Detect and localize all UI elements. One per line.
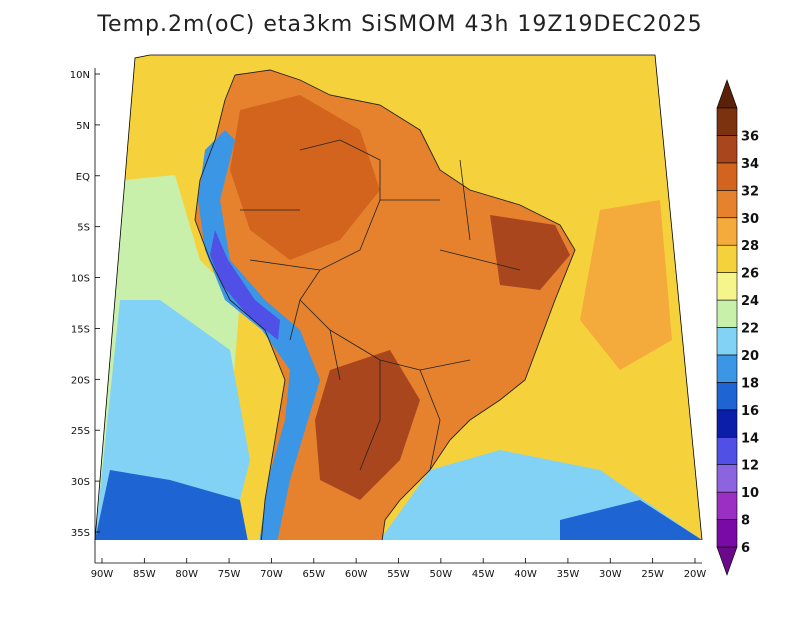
lon-label: 75W [218, 569, 241, 580]
lat-label: 10S [71, 274, 90, 285]
lat-label: EQ [76, 172, 90, 183]
map-frame [94, 54, 703, 541]
lon-label: 65W [302, 569, 325, 580]
colorbar-label: 32 [741, 184, 759, 199]
south-america-land [195, 70, 575, 540]
brazil-border [299, 139, 441, 471]
lat-label: 35S [71, 528, 90, 539]
colorbar-label: 28 [741, 239, 759, 254]
colorbar-label: 14 [741, 431, 759, 446]
inner-borders [240, 159, 521, 471]
colorbar: 6 8 10 12 14 16 18 20 22 24 26 28 30 32 34 36 [716, 79, 759, 576]
colorbar-segment [716, 135, 738, 164]
northeast-hot-zone [490, 215, 570, 290]
lon-label: 50W [430, 569, 453, 580]
map-title: Temp.2m(oC) eta3km SiSMOM 43h 19Z19DEC20… [97, 12, 703, 37]
colorbar-segment [716, 491, 738, 520]
colorbar-segment [716, 436, 738, 465]
colorbar-label: 18 [741, 376, 759, 391]
andes-coldest-band [210, 230, 280, 340]
lon-label: 40W [514, 569, 537, 580]
lat-label: 10N [70, 70, 90, 81]
colorbar-label: 22 [741, 322, 759, 337]
colorbar-segment [716, 217, 738, 246]
colorbar-label: 20 [741, 349, 759, 364]
colorbar-label: 30 [741, 212, 759, 227]
lon-label: 35W [557, 569, 580, 580]
colorbar-label: 26 [741, 267, 759, 282]
lon-label: 80W [175, 569, 198, 580]
lat-label: 15S [71, 324, 90, 335]
colorbar-label: 8 [741, 514, 750, 529]
lat-label: 5S [77, 223, 90, 234]
colorbar-segment [716, 354, 738, 383]
lon-label: 25W [641, 569, 664, 580]
atlantic-hot-zone [580, 200, 672, 370]
colorbar-label: 16 [741, 404, 759, 419]
andes-cold-band [198, 130, 320, 540]
colorbar-segment [716, 327, 738, 356]
colorbar-label: 6 [741, 541, 750, 556]
lat-label: 30S [71, 477, 90, 488]
lon-label: 60W [345, 569, 368, 580]
colorbar-segment [716, 190, 738, 219]
colorbar-segment [716, 272, 738, 301]
colorbar-min-arrow [716, 546, 738, 576]
colorbar-label: 24 [741, 294, 759, 309]
colorbar-segment [716, 162, 738, 191]
amazon-hot-zone [230, 95, 380, 260]
colorbar-segment [716, 382, 738, 411]
lon-label: 90W [91, 569, 114, 580]
coastline [194, 69, 576, 540]
lon-label: 45W [472, 569, 495, 580]
colorbar-label: 34 [741, 157, 759, 172]
south-atlantic-deep-zone [560, 500, 702, 540]
colorbar-segment [716, 107, 738, 136]
colorbar-segment [716, 519, 738, 548]
longitude-axis: 90W 85W 80W 75W 70W 65W 60W 55W 50W 45W 40W 35W 30W 2… [91, 558, 707, 580]
latitude-axis: 10N 5N EQ 5S 10S 15S 20S 25S 30S 35S [70, 70, 100, 539]
south-ocean-deep-zone [95, 470, 250, 540]
colorbar-segment [716, 299, 738, 328]
lon-label: 85W [133, 569, 156, 580]
colorbar-max-arrow [716, 79, 738, 109]
lat-label: 5N [76, 121, 90, 132]
colorbar-label: 12 [741, 459, 759, 474]
lat-label: 25S [71, 426, 90, 437]
colorbar-label: 36 [741, 129, 759, 144]
lon-label: 70W [260, 569, 283, 580]
lon-label: 30W [599, 569, 622, 580]
lon-label: 55W [387, 569, 410, 580]
colorbar-segment [716, 409, 738, 438]
lon-label: 20W [684, 569, 707, 580]
country-borders [194, 69, 576, 540]
lat-label: 20S [71, 375, 90, 386]
colorbar-segment [716, 464, 738, 493]
colorbar-label: 10 [741, 486, 759, 501]
colorbar-segment [716, 244, 738, 273]
chaco-hot-zone [315, 350, 420, 500]
